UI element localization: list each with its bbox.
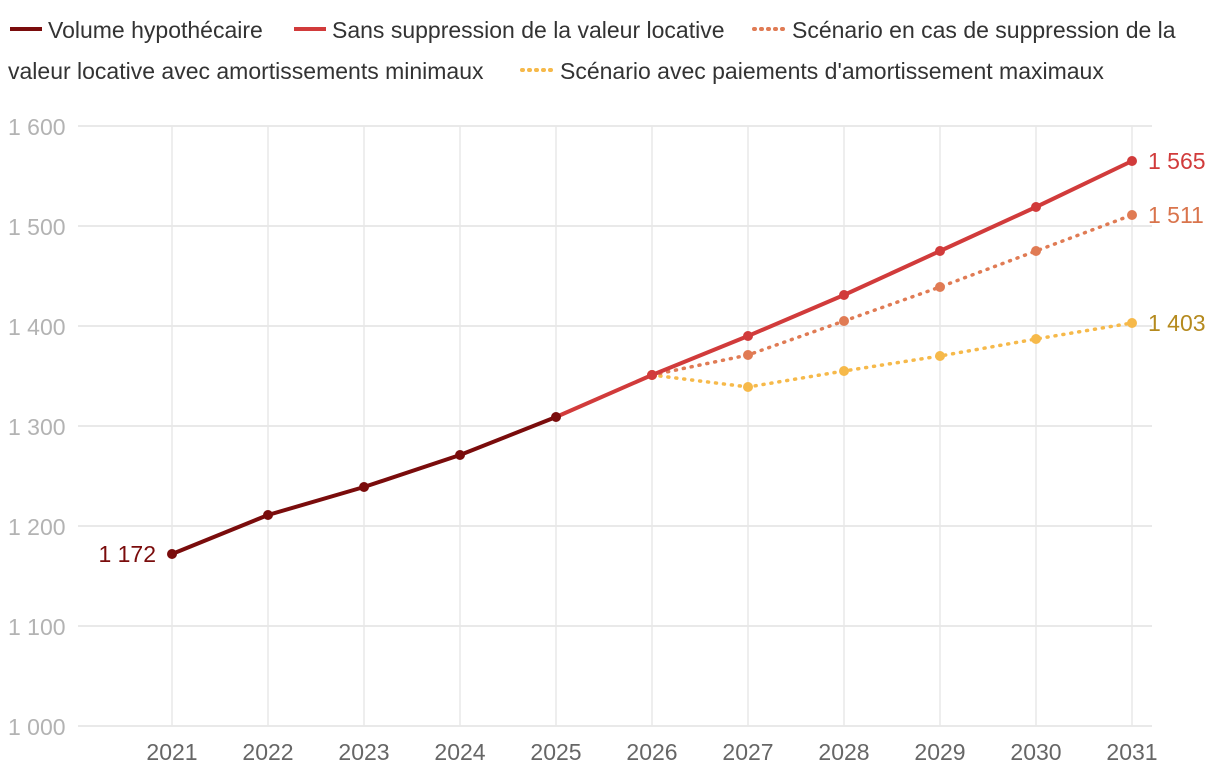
data-label: 1 172 — [98, 541, 156, 567]
data-point — [455, 450, 465, 460]
series-line — [650, 321, 1134, 389]
data-point — [1127, 210, 1137, 220]
series-4 — [647, 318, 1137, 392]
data-point — [263, 510, 273, 520]
data-point — [839, 290, 849, 300]
legend-label: Scénario avec paiements d'amortissement … — [560, 58, 1104, 84]
data-point — [935, 246, 945, 256]
x-tick-label: 2028 — [818, 739, 869, 765]
legend-item: Scénario en cas de suppression de la vale… — [8, 17, 1176, 84]
data-point — [743, 331, 753, 341]
y-axis: 1 000 1 100 1 200 1 300 1 400 1 500 1 600 — [8, 114, 66, 740]
x-tick-label: 2026 — [626, 739, 677, 765]
legend-item: Scénario avec paiements d'amortissement … — [520, 58, 1104, 84]
x-tick-label: 2024 — [434, 739, 485, 765]
x-tick-label: 2023 — [338, 739, 389, 765]
data-label: 1 403 — [1148, 310, 1206, 336]
x-tick-label: 2030 — [1010, 739, 1061, 765]
data-point — [935, 351, 945, 361]
y-tick-label: 1 600 — [8, 114, 66, 140]
series-1 — [167, 412, 561, 559]
x-tick-label: 2031 — [1106, 739, 1157, 765]
legend-label: valeur locative avec amortissements mini… — [8, 58, 484, 84]
data-point — [839, 366, 849, 376]
data-point — [743, 350, 753, 360]
x-axis: 2021 2022 2023 2024 2025 2026 2027 2028 2029 2030… — [146, 739, 1157, 765]
x-tick-label: 2022 — [242, 739, 293, 765]
legend-item: Volume hypothécaire — [10, 17, 263, 43]
x-tick-label: 2025 — [530, 739, 581, 765]
y-tick-label: 1 200 — [8, 514, 66, 540]
legend-item: Sans suppression de la valeur locative — [294, 17, 725, 43]
legend-label: Sans suppression de la valeur locative — [332, 17, 725, 43]
series-3 — [647, 210, 1137, 380]
data-point — [1031, 246, 1041, 256]
y-tick-label: 1 100 — [8, 614, 66, 640]
y-tick-label: 1 300 — [8, 414, 66, 440]
grid — [78, 125, 1152, 727]
annotations: 1 172 1 565 1 511 1 403 — [98, 148, 1205, 567]
data-point — [1031, 202, 1041, 212]
data-point — [1127, 318, 1137, 328]
data-point — [1127, 156, 1137, 166]
legend-label: Scénario en cas de suppression de la — [792, 17, 1176, 43]
data-point — [647, 370, 657, 380]
data-point — [935, 282, 945, 292]
x-tick-label: 2027 — [722, 739, 773, 765]
y-tick-label: 1 000 — [8, 714, 66, 740]
series-2 — [555, 156, 1137, 419]
data-point — [167, 549, 177, 559]
series-line — [650, 213, 1134, 377]
y-tick-label: 1 500 — [8, 214, 66, 240]
data-label: 1 511 — [1148, 202, 1204, 228]
data-point — [551, 412, 561, 422]
legend-label: Volume hypothécaire — [48, 17, 263, 43]
data-point — [359, 482, 369, 492]
data-label: 1 565 — [1148, 148, 1206, 174]
x-tick-label: 2021 — [146, 739, 197, 765]
legend: Volume hypothécaire Sans suppression de l… — [8, 17, 1176, 84]
data-point — [1031, 334, 1041, 344]
data-point — [743, 382, 753, 392]
y-tick-label: 1 400 — [8, 314, 66, 340]
data-point — [839, 316, 849, 326]
x-tick-label: 2029 — [914, 739, 965, 765]
